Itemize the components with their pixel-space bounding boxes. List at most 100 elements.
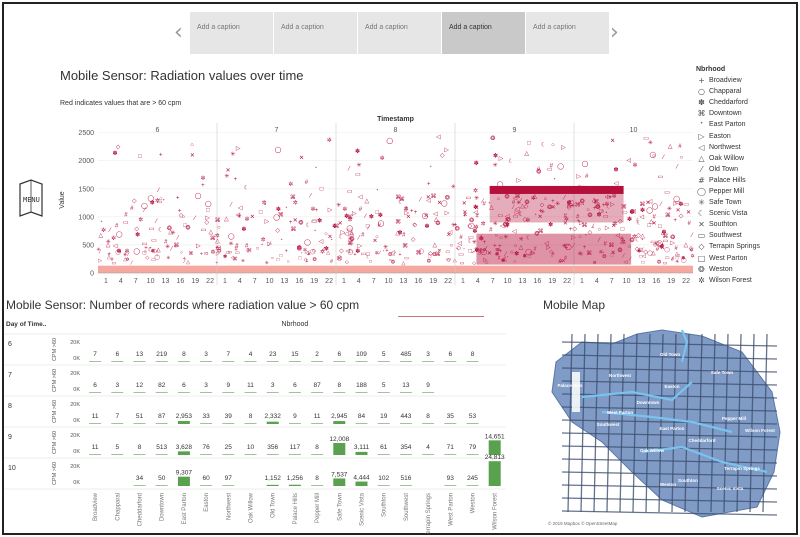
y-tick-label: 1500 <box>78 186 94 193</box>
category-label: West Parton <box>448 493 454 526</box>
legend-symbol-icon: △ <box>698 153 705 163</box>
scatter-point: ◇ <box>524 204 529 210</box>
legend-item[interactable]: ◁ Northwest <box>696 142 796 153</box>
scatter-point: ◯ <box>116 231 123 238</box>
legend-item[interactable]: ✳ Safe Town <box>696 197 796 208</box>
scatter-point: ⌘ <box>662 233 668 240</box>
legend-item[interactable]: ✽ Cheddarford <box>696 97 796 108</box>
legend-item[interactable]: △ Oak Willow <box>696 153 796 164</box>
legend-symbol-icon: ⁄ <box>700 164 703 174</box>
legend-item[interactable]: ✕ Southton <box>696 219 796 230</box>
scatter-point: # <box>377 223 381 229</box>
scatter-point: ✽ <box>424 223 429 230</box>
scatter-point: ⁄ <box>175 236 179 242</box>
scatter-point: ◁ <box>457 241 462 247</box>
scatter-point: ▷ <box>205 216 210 222</box>
scatter-point: ○ <box>578 235 582 241</box>
scatter-point: ✳ <box>165 243 170 250</box>
scatter-point: # <box>459 235 463 241</box>
scatter-point: ✲ <box>200 175 205 182</box>
caption-tile[interactable]: Add a caption <box>274 12 357 54</box>
scatter-point: ᐩ <box>261 243 263 249</box>
legend-item[interactable]: ⌘ Downtown <box>696 108 796 119</box>
scatter-point: # <box>563 214 567 220</box>
legend: Nbrhood + Broadview ○ Chapparal ✽ Cheddarford… <box>696 66 796 286</box>
count-bar <box>222 485 235 486</box>
scatter-point: ⌘ <box>586 250 592 257</box>
scatter-point: ○ <box>513 259 516 265</box>
scatter-point: ✕ <box>293 218 298 224</box>
legend-item[interactable]: ✲ Wilson Forest <box>696 275 796 286</box>
chevron-left-icon[interactable]: ‹ <box>174 20 183 45</box>
map-street <box>606 333 612 513</box>
scatter-point: ✽ <box>640 207 645 214</box>
sensor-trace <box>601 410 733 434</box>
scatter-point: ◯ <box>133 248 140 255</box>
count-label: 219 <box>156 351 167 358</box>
x-tick-label: 19 <box>667 278 675 285</box>
scatter-title: Mobile Sensor: Radiation values over tim… <box>60 68 304 83</box>
caption-tile-active[interactable]: Add a caption <box>442 12 525 54</box>
scatter-point: + <box>315 208 319 214</box>
scatter-point: ▭ <box>497 213 503 219</box>
scatter-point: ◇ <box>567 205 572 211</box>
map-street <box>561 484 778 490</box>
menu-book-icon[interactable] <box>16 178 46 220</box>
scatter-point: ⁄ <box>621 253 625 259</box>
count-bar <box>133 485 146 486</box>
chevron-right-icon[interactable]: › <box>610 20 619 45</box>
legend-item[interactable]: ❂ Weston <box>696 264 796 275</box>
scatter-point: ◁ <box>505 214 510 220</box>
count-bar <box>266 484 279 486</box>
caption-tile[interactable]: Add a caption <box>526 12 609 54</box>
scatter-point: ⌘ <box>337 256 342 262</box>
count-label: 9 <box>426 382 430 389</box>
scatter-point: ✳ <box>516 200 521 207</box>
scatter-point: ✳ <box>171 229 176 236</box>
scatter-point: ▷ <box>607 194 612 200</box>
scatter-point: ◯ <box>468 223 475 230</box>
legend-item[interactable]: ᐩ East Parton <box>696 119 796 130</box>
scatter-point: ⌘ <box>575 201 581 208</box>
caption-tile[interactable]: Add a caption <box>190 12 273 54</box>
count-bar <box>488 440 501 455</box>
scatter-point: ◁ <box>544 241 549 247</box>
scatter-point: ❂ <box>217 249 221 255</box>
scatter-point: ᐩ <box>553 178 555 184</box>
scatter-point: + <box>183 256 186 262</box>
map-label: Downtown <box>637 400 660 405</box>
scatter-point: ◇ <box>635 247 640 253</box>
scatter-point: ✲ <box>632 234 637 241</box>
legend-item[interactable]: ○ Chapparal <box>696 86 796 97</box>
legend-item[interactable]: ☾ Scenic Vista <box>696 208 796 219</box>
legend-item[interactable]: ⁄ Old Town <box>696 164 796 175</box>
legend-item[interactable]: ◇ Terrapin Springs <box>696 241 796 252</box>
scatter-point: □ <box>366 252 370 258</box>
scatter-point: + <box>577 219 581 225</box>
axis-label: CPM >60 <box>52 369 58 392</box>
count-label: 19 <box>380 413 388 420</box>
map-street <box>723 333 729 513</box>
scatter-point: ◯ <box>275 146 282 153</box>
mobile-map[interactable]: Old Town Safe Town Palace Hills Northwest Ea… <box>542 322 788 522</box>
scatter-point: ○ <box>601 209 605 215</box>
scatter-point: ◯ <box>310 249 316 255</box>
legend-item[interactable]: ◯ Pepper Mill <box>696 186 796 197</box>
scatter-point: ✳ <box>577 250 582 257</box>
radiation-scatter-chart[interactable]: Timestamp Value 0 500 1000 1500 2000 2500 6 1 4 7 10… <box>55 113 705 299</box>
scatter-point: △ <box>519 245 524 251</box>
scatter-point: + <box>200 251 203 257</box>
caption-tile[interactable]: Add a caption <box>358 12 441 54</box>
legend-item[interactable]: ▭ Southwest <box>696 230 796 241</box>
legend-label: Oak Willow <box>709 154 745 162</box>
count-label: 6 <box>448 351 452 358</box>
scatter-point: + <box>353 252 356 258</box>
legend-item[interactable]: + Broadview <box>696 75 796 86</box>
scatter-point: ○ <box>652 153 656 159</box>
legend-item[interactable]: # Palace Hills <box>696 175 796 186</box>
scroll-indicator[interactable] <box>398 316 484 317</box>
legend-item[interactable]: □ West Parton <box>696 253 796 264</box>
legend-item[interactable]: ▷ Easton <box>696 130 796 141</box>
